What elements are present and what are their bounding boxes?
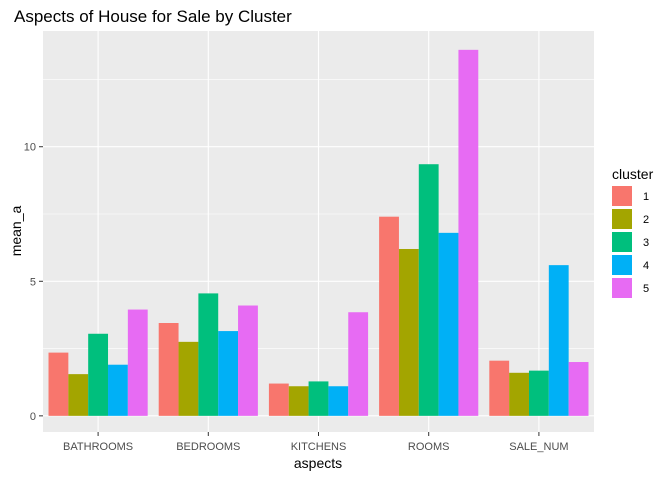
bar-rooms-cluster-4 [438, 232, 459, 416]
bar-bathrooms-cluster-5 [127, 309, 148, 416]
legend-key-5 [612, 278, 632, 298]
bar-rooms-cluster-5 [458, 49, 479, 416]
legend-label-1: 1 [643, 191, 649, 203]
bar-bathrooms-cluster-3 [88, 333, 109, 416]
bar-bathrooms-cluster-4 [108, 364, 128, 416]
bar-kitchens-cluster-1 [268, 383, 289, 416]
y-tick-label: 0 [30, 411, 36, 423]
x-tick-label: KITCHENS [291, 441, 347, 453]
bar-kitchens-cluster-3 [308, 381, 329, 416]
bar-bedrooms-cluster-2 [178, 341, 199, 416]
legend-label-4: 4 [643, 260, 649, 272]
y-axis-title: mean_a [8, 205, 24, 256]
bar-bedrooms-cluster-4 [218, 331, 239, 416]
bar-sale-num-cluster-4 [548, 265, 569, 416]
chart-title: Aspects of House for Sale by Cluster [14, 7, 292, 26]
legend-key-3 [612, 232, 632, 252]
legend-key-4 [612, 255, 632, 275]
bar-bedrooms-cluster-1 [158, 323, 179, 416]
bar-layer [48, 49, 589, 416]
bar-bedrooms-cluster-3 [198, 293, 219, 416]
bar-sale-num-cluster-1 [489, 360, 510, 416]
bar-kitchens-cluster-2 [288, 386, 309, 416]
legend: cluster 1 2 3 4 5 [612, 166, 654, 298]
x-tick-label: SALE_NUM [509, 441, 568, 453]
x-axis: BATHROOMS BEDROOMS KITCHENS ROOMS SALE_NUM [63, 432, 569, 453]
x-tick-label: ROOMS [408, 441, 450, 453]
legend-key-1 [612, 186, 632, 206]
legend-title: cluster [612, 166, 654, 182]
bar-kitchens-cluster-4 [328, 386, 349, 416]
bar-bedrooms-cluster-5 [238, 305, 258, 416]
legend-key-2 [612, 209, 632, 229]
bar-sale-num-cluster-5 [568, 362, 589, 416]
x-tick-label: BATHROOMS [63, 441, 133, 453]
x-tick-label: BEDROOMS [176, 441, 240, 453]
y-tick-label: 10 [24, 142, 36, 154]
legend-label-3: 3 [643, 237, 649, 249]
bar-kitchens-cluster-5 [348, 312, 369, 416]
legend-label-2: 2 [643, 214, 649, 226]
bar-bathrooms-cluster-2 [68, 374, 89, 416]
y-tick-label: 5 [30, 276, 36, 288]
bar-rooms-cluster-3 [418, 164, 439, 416]
legend-items: 1 2 3 4 5 [612, 186, 649, 298]
bar-rooms-cluster-2 [398, 248, 419, 416]
y-axis: 0 5 10 [24, 142, 43, 423]
bar-bathrooms-cluster-1 [48, 352, 69, 416]
x-axis-title: aspects [294, 455, 342, 471]
bar-sale-num-cluster-2 [509, 372, 529, 416]
legend-label-5: 5 [643, 283, 649, 295]
bar-rooms-cluster-1 [379, 216, 399, 416]
bar-sale-num-cluster-3 [528, 370, 549, 416]
